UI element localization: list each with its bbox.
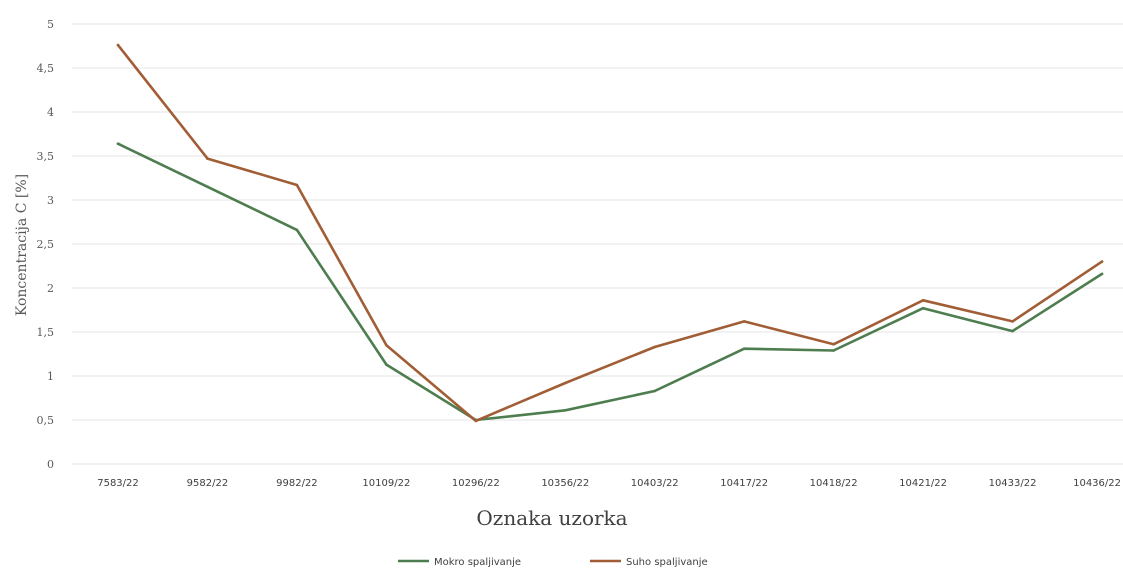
x-axis-title: Oznaka uzorka (476, 506, 627, 530)
x-tick-label: 10436/22 (1073, 478, 1121, 489)
data-point (1011, 320, 1014, 323)
data-point (474, 419, 478, 423)
data-point (385, 363, 388, 366)
y-tick-label: 3,5 (37, 150, 55, 163)
x-tick-label: 10403/22 (631, 478, 679, 489)
data-point (1100, 260, 1104, 263)
data-point (921, 299, 925, 302)
data-point (206, 157, 209, 160)
x-tick-label: 9582/22 (187, 478, 229, 489)
series-line-0 (116, 142, 1104, 422)
data-point (116, 142, 120, 145)
data-point (206, 185, 209, 189)
data-point (832, 343, 835, 346)
data-point (832, 349, 835, 352)
y-axis-title: Koncentracija C [%] (14, 174, 30, 316)
y-tick-label: 5 (47, 18, 54, 31)
data-point (295, 228, 299, 232)
data-point (1100, 272, 1104, 276)
x-tick-label: 7583/22 (97, 478, 139, 489)
y-tick-label: 4,5 (37, 62, 55, 75)
data-point (742, 347, 746, 351)
x-tick-label: 9982/22 (276, 478, 318, 489)
x-tick-label: 10109/22 (362, 478, 410, 489)
data-point (742, 320, 746, 323)
y-tick-label: 3 (47, 194, 54, 207)
legend-item-mokro: Mokro spaljivanje (398, 557, 521, 568)
x-tick-label: 10356/22 (541, 478, 589, 489)
data-point (385, 343, 388, 347)
data-point (295, 183, 299, 187)
y-tick-label: 0,5 (37, 414, 55, 427)
gridlines (72, 23, 1123, 465)
data-point (564, 409, 567, 412)
data-point (564, 381, 567, 385)
x-tick-label: 10421/22 (899, 478, 947, 489)
legend-label: Suho spaljivanje (626, 557, 708, 568)
y-tick-label: 2,5 (37, 238, 55, 251)
y-tick-label: 2 (47, 282, 54, 295)
data-point (1011, 329, 1014, 333)
y-axis-ticks: 0 0,5 1 1,5 2 2,5 3 3,5 4 4,5 5 (37, 18, 55, 471)
y-tick-label: 0 (47, 458, 54, 471)
legend-item-suho: Suho spaljivanje (590, 557, 708, 568)
series-lines (116, 43, 1104, 423)
y-tick-label: 1 (47, 370, 54, 383)
legend: Mokro spaljivanje Suho spaljivanje (398, 557, 708, 568)
data-point (653, 389, 656, 393)
x-tick-label: 10296/22 (452, 478, 500, 489)
data-point (921, 306, 925, 310)
x-axis-ticks: 7583/22 9582/22 9982/22 10109/22 10296/22 103… (97, 478, 1121, 489)
data-point (653, 345, 656, 349)
x-tick-label: 10433/22 (989, 478, 1037, 489)
x-tick-label: 10417/22 (720, 478, 768, 489)
series-line-1 (116, 43, 1104, 423)
legend-label: Mokro spaljivanje (434, 557, 521, 568)
y-tick-label: 1,5 (37, 326, 55, 339)
x-tick-label: 10418/22 (810, 478, 858, 489)
y-tick-label: 4 (47, 106, 54, 119)
data-point (116, 43, 120, 47)
